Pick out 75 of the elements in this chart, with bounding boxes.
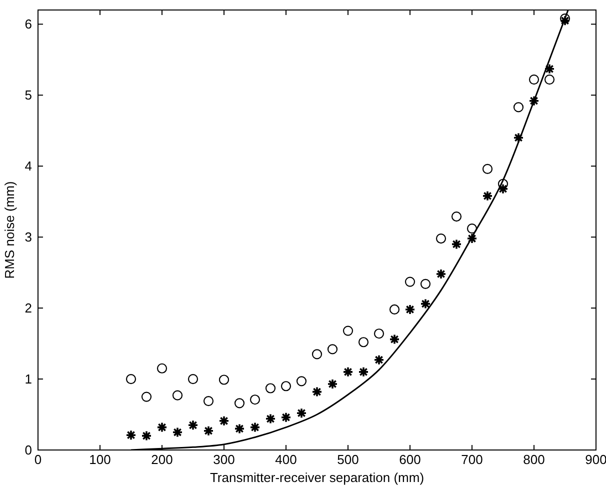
point bbox=[544, 64, 555, 74]
y-tick-label: 5 bbox=[24, 88, 32, 103]
point bbox=[327, 378, 338, 390]
point bbox=[436, 233, 446, 244]
x-tick-label: 100 bbox=[89, 452, 111, 467]
x-tick-label: 600 bbox=[399, 452, 421, 467]
point bbox=[280, 381, 292, 392]
point bbox=[451, 238, 462, 250]
point bbox=[374, 328, 384, 339]
point bbox=[560, 15, 570, 26]
point bbox=[218, 416, 230, 426]
point bbox=[404, 276, 416, 287]
point bbox=[312, 349, 322, 360]
point bbox=[498, 183, 508, 194]
point bbox=[172, 390, 183, 400]
point bbox=[528, 95, 540, 106]
point bbox=[358, 337, 369, 348]
y-tick-label: 0 bbox=[24, 442, 32, 458]
point bbox=[234, 398, 245, 408]
point bbox=[188, 374, 198, 384]
point bbox=[374, 354, 384, 366]
point bbox=[513, 132, 524, 144]
y-tick-label: 3 bbox=[24, 230, 32, 245]
point bbox=[420, 298, 431, 310]
y-tick-label: 2 bbox=[24, 300, 32, 316]
point bbox=[280, 412, 292, 423]
x-tick-label: 700 bbox=[461, 452, 483, 467]
point bbox=[141, 392, 152, 402]
point bbox=[126, 430, 136, 440]
point bbox=[358, 366, 369, 378]
point bbox=[265, 413, 276, 424]
point bbox=[172, 426, 183, 438]
point bbox=[188, 420, 198, 431]
point bbox=[482, 190, 493, 202]
point bbox=[389, 334, 400, 345]
point bbox=[544, 74, 555, 85]
x-tick-label: 400 bbox=[275, 452, 297, 467]
point bbox=[466, 224, 478, 234]
point bbox=[420, 278, 431, 289]
point bbox=[203, 425, 214, 436]
point bbox=[250, 394, 260, 405]
point bbox=[466, 233, 478, 244]
point bbox=[218, 374, 230, 385]
point bbox=[528, 74, 540, 85]
y-tick-label: 6 bbox=[24, 16, 32, 32]
point bbox=[296, 376, 307, 386]
point bbox=[482, 164, 493, 174]
point bbox=[342, 366, 354, 378]
point bbox=[436, 268, 446, 280]
point bbox=[404, 304, 416, 315]
x-tick-label: 500 bbox=[337, 452, 359, 467]
point bbox=[389, 304, 400, 315]
point bbox=[250, 422, 260, 433]
x-tick-label: 800 bbox=[523, 452, 545, 467]
point bbox=[234, 423, 245, 434]
point bbox=[141, 430, 152, 442]
point bbox=[312, 386, 322, 398]
point bbox=[203, 396, 214, 406]
point bbox=[265, 383, 276, 394]
point bbox=[451, 211, 462, 222]
x-tick-label: 200 bbox=[151, 452, 173, 467]
point bbox=[342, 326, 354, 336]
y-tick-label: 1 bbox=[24, 372, 32, 387]
x-tick-label: 900 bbox=[585, 452, 606, 467]
point bbox=[156, 363, 168, 374]
point bbox=[126, 374, 136, 384]
point bbox=[327, 344, 338, 354]
y-tick-label: 4 bbox=[24, 158, 32, 174]
point bbox=[296, 408, 307, 418]
y-axis-title: RMS noise (mm) bbox=[2, 181, 17, 279]
x-axis-title: Transmitter-receiver separation (mm) bbox=[210, 470, 424, 485]
x-tick-label: 0 bbox=[34, 452, 42, 467]
point bbox=[513, 102, 524, 112]
x-tick-label: 300 bbox=[213, 452, 235, 467]
point bbox=[156, 422, 168, 433]
